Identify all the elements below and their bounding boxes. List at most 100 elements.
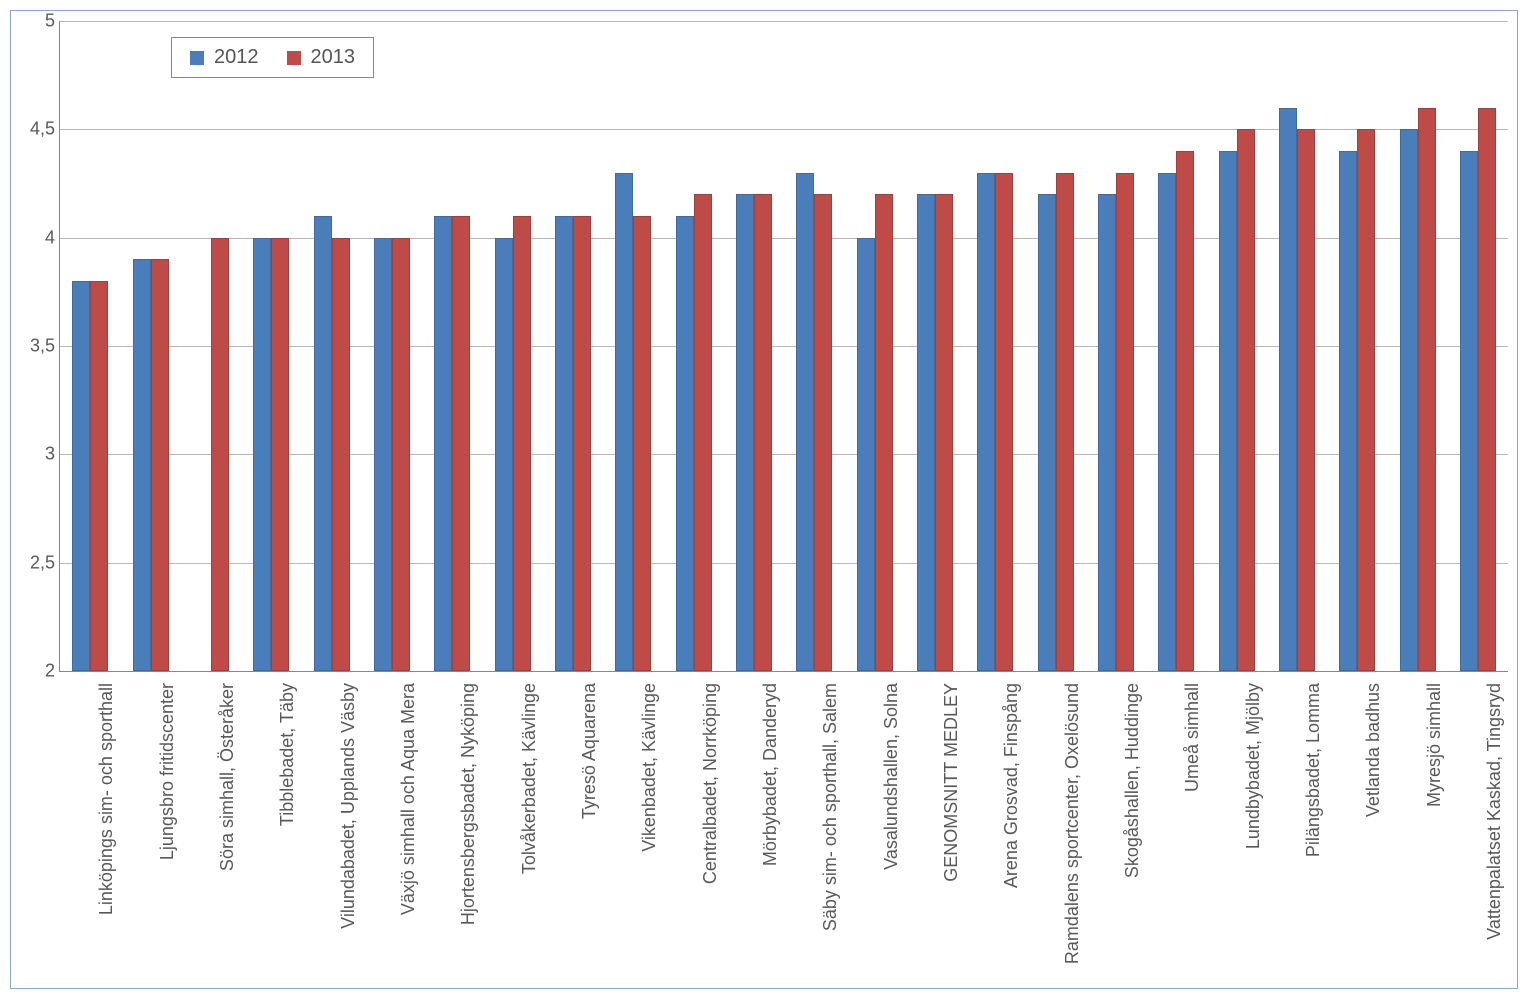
x-tick-label: Hjortensbergsbadet, Nyköping [458, 683, 479, 925]
plot-area [59, 21, 1508, 672]
bar-2013 [1297, 129, 1315, 671]
x-tick-label: Centralbadet, Norrköping [700, 683, 721, 884]
bar-group [434, 216, 470, 671]
x-tick-label: Myresjö simhall [1424, 683, 1445, 807]
legend-label-2013: 2013 [311, 46, 356, 69]
bar-2012 [1038, 194, 1056, 671]
x-tick-label: Vasalundshallen, Solna [881, 683, 902, 870]
bar-2012 [72, 281, 90, 671]
x-tick-label: Lundbybadet, Mjölby [1243, 683, 1264, 849]
x-tick-label: Skogåshallen, Huddinge [1122, 683, 1143, 878]
bar-group [1219, 129, 1255, 671]
bar-group [314, 216, 350, 671]
bar-2013 [573, 216, 591, 671]
bar-2013 [1357, 129, 1375, 671]
bar-2012 [1460, 151, 1478, 671]
bar-group [615, 173, 651, 671]
bar-2013 [814, 194, 832, 671]
x-tick-label: Ljungsbro fritidscenter [157, 683, 178, 860]
legend: 2012 2013 [171, 37, 374, 78]
bar-2012 [1219, 151, 1237, 671]
bar-group [1400, 108, 1436, 671]
bar-group [1098, 173, 1134, 671]
bar-2013 [1478, 108, 1496, 671]
legend-swatch-2012 [190, 51, 204, 65]
legend-label-2012: 2012 [214, 46, 259, 69]
bar-2012 [977, 173, 995, 671]
y-tick-label: 3,5 [15, 336, 55, 357]
bar-2013 [332, 238, 350, 671]
bar-2013 [513, 216, 531, 671]
bar-2013 [1418, 108, 1436, 671]
bar-2013 [452, 216, 470, 671]
bar-group [555, 216, 591, 671]
bar-2012 [555, 216, 573, 671]
x-tick-label: Ramdalens sportcenter, Oxelösund [1062, 683, 1083, 964]
y-tick-label: 2,5 [15, 552, 55, 573]
x-tick-label: Tolvåkerbadet, Kävlinge [519, 683, 540, 874]
bar-group [977, 173, 1013, 671]
bar-group [857, 194, 893, 671]
bar-2012 [917, 194, 935, 671]
bar-2013 [694, 194, 712, 671]
bar-group [1279, 108, 1315, 671]
y-tick-label: 5 [15, 11, 55, 32]
bar-2013 [90, 281, 108, 671]
bar-group [796, 173, 832, 671]
x-tick-label: Säby sim- och sporthall, Salem [820, 683, 841, 931]
bar-2012 [1158, 173, 1176, 671]
bar-2013 [754, 194, 772, 671]
y-tick-label: 4 [15, 227, 55, 248]
x-tick-label: Linköpings sim- och sporthall [96, 683, 117, 915]
bar-2012 [857, 238, 875, 671]
legend-item-2012: 2012 [190, 46, 259, 69]
bar-2013 [1116, 173, 1134, 671]
bar-group [133, 259, 169, 671]
bar-2013 [271, 238, 289, 671]
bar-2013 [151, 259, 169, 671]
x-tick-label: Växjö simhall och Aqua Mera [398, 683, 419, 915]
bar-group [193, 238, 229, 671]
bar-group [736, 194, 772, 671]
bar-2012 [736, 194, 754, 671]
bar-2013 [935, 194, 953, 671]
bar-group [1158, 151, 1194, 671]
x-tick-label: GENOMSNITT MEDLEY [941, 683, 962, 882]
bar-2013 [392, 238, 410, 671]
bar-2012 [434, 216, 452, 671]
bar-group [72, 281, 108, 671]
bar-2012 [133, 259, 151, 671]
bar-group [374, 238, 410, 671]
x-tick-label: Vattenpalatset Kaskad, Tingsryd [1484, 683, 1505, 940]
bars-layer [60, 21, 1508, 671]
bar-2012 [314, 216, 332, 671]
bar-group [1038, 173, 1074, 671]
bar-group [917, 194, 953, 671]
bar-2013 [1056, 173, 1074, 671]
x-tick-label: Vetlanda badhus [1363, 683, 1384, 817]
bar-group [495, 216, 531, 671]
x-tick-label: Arena Grosvad, Finspång [1001, 683, 1022, 888]
bar-group [1460, 108, 1496, 671]
bar-2012 [1279, 108, 1297, 671]
bar-2012 [1400, 129, 1418, 671]
bar-group [676, 194, 712, 671]
y-tick-label: 2 [15, 661, 55, 682]
x-tick-label: Söra simhall, Österåker [217, 683, 238, 871]
x-tick-label: Umeå simhall [1182, 683, 1203, 792]
bar-2012 [615, 173, 633, 671]
y-tick-label: 3 [15, 444, 55, 465]
chart-container: 2 2,5 3 3,5 4 4,5 5 Linköpings sim- och sporth… [10, 10, 1518, 989]
legend-item-2013: 2013 [287, 46, 356, 69]
y-tick-label: 4,5 [15, 119, 55, 140]
bar-2012 [253, 238, 271, 671]
x-tick-label: Tibblebadet, Täby [277, 683, 298, 826]
bar-2013 [1237, 129, 1255, 671]
bar-2012 [1098, 194, 1116, 671]
bar-2013 [995, 173, 1013, 671]
bar-2012 [676, 216, 694, 671]
bar-2012 [374, 238, 392, 671]
bar-2012 [1339, 151, 1357, 671]
x-tick-label: Mörbybadet, Danderyd [760, 683, 781, 866]
x-tick-label: Tyresö Aquarena [579, 683, 600, 819]
